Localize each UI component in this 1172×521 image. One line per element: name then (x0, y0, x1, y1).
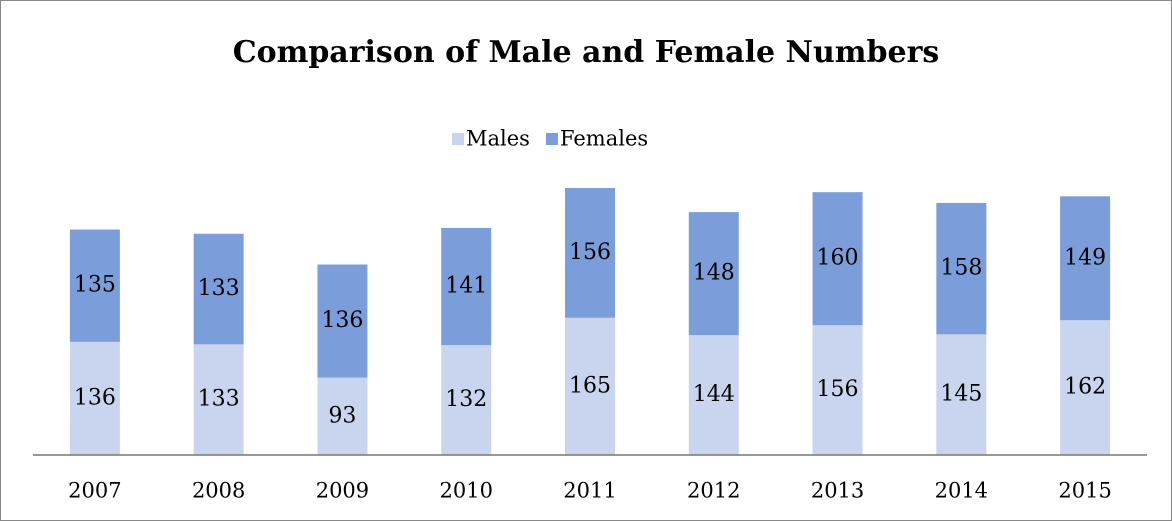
x-tick-label: 2010 (439, 479, 492, 503)
bar-segment (193, 233, 244, 345)
bar-segment (69, 229, 120, 342)
data-label: 145 (940, 382, 982, 407)
chart-title: Comparison of Male and Female Numbers (233, 35, 940, 70)
data-label: 93 (328, 403, 356, 428)
bar-segment (193, 344, 244, 455)
data-label: 132 (445, 387, 487, 412)
data-label: 158 (940, 256, 982, 281)
bar-segment (1060, 196, 1111, 321)
legend-swatch (545, 133, 558, 145)
bar-segment (688, 212, 739, 336)
bar-segment (69, 341, 120, 455)
legend-swatch (452, 133, 464, 145)
x-tick-label: 2014 (935, 479, 988, 503)
data-label: 136 (74, 385, 116, 410)
bar-segment (565, 317, 615, 455)
data-label: 141 (445, 274, 487, 299)
data-label: 149 (1064, 245, 1106, 270)
bar-segment (441, 345, 492, 455)
x-tick-label: 2011 (563, 479, 616, 503)
bar-segment (688, 335, 739, 455)
x-tick-label: 2012 (687, 479, 740, 503)
bar-segment (317, 377, 368, 455)
data-label: 135 (74, 273, 116, 298)
data-label: 162 (1064, 375, 1106, 400)
legend-label: Males (466, 127, 530, 151)
data-label: 136 (321, 308, 363, 333)
bar-segment (812, 325, 863, 455)
data-label: 160 (817, 246, 859, 271)
data-label: 133 (198, 276, 240, 301)
bar-segment (936, 202, 987, 335)
x-tick-label: 2008 (192, 479, 245, 503)
data-label: 165 (569, 373, 611, 398)
legend-label: Females (560, 127, 648, 151)
bar-segment (317, 264, 368, 378)
bar-segment (1060, 320, 1111, 455)
data-label: 133 (198, 387, 240, 412)
data-label: 144 (693, 382, 735, 407)
x-tick-label: 2009 (316, 479, 369, 503)
data-label: 156 (817, 377, 859, 402)
x-tick-label: 2013 (811, 479, 864, 503)
bar-segment (812, 192, 863, 326)
data-label: 156 (569, 240, 611, 265)
x-tick-label: 2007 (68, 479, 121, 503)
bar-segment (565, 188, 615, 318)
bar-segment (441, 227, 492, 346)
x-tick-label: 2015 (1058, 479, 1111, 503)
data-label: 148 (693, 261, 735, 286)
bar-segment (936, 334, 987, 455)
